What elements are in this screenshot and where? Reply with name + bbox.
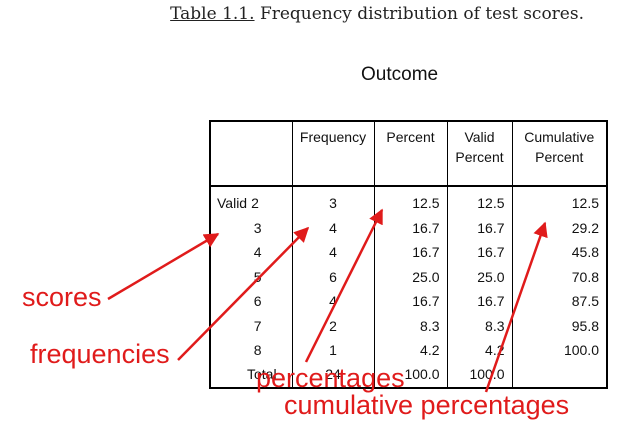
row-cumulative-percent: 70.8: [511, 264, 607, 290]
row-valid-percent: 4.2: [446, 338, 512, 363]
header-corner: [210, 121, 292, 187]
row-score: Valid 2: [217, 195, 259, 211]
row-score: 3: [253, 219, 262, 236]
table-row: Valid 2 3 12.5 12.5 12.5: [210, 186, 607, 216]
frequency-table: Frequency Percent Valid Percent Cumulativ…: [209, 120, 608, 389]
row-valid-percent: 16.7: [446, 289, 512, 314]
scores-arrow: [107, 232, 220, 301]
row-percent: 8.3: [373, 313, 447, 338]
row-frequency: 4: [291, 215, 374, 241]
row-cumulative-percent: 95.8: [511, 313, 607, 338]
row-cumulative-percent: 87.5: [511, 289, 607, 314]
header-valid-percent: Valid Percent: [446, 121, 512, 187]
row-cumulative-percent: 12.5: [511, 186, 607, 216]
total-valid-percent: 100.0: [446, 362, 512, 388]
table-row: 5 6 25.0 25.0 70.8: [210, 264, 607, 290]
row-frequency: 2: [291, 313, 374, 338]
table-row: 6 4 16.7 16.7 87.5: [210, 289, 607, 314]
row-cumulative-percent: 100.0: [511, 338, 607, 363]
table-caption: Table 1.1. Frequency distribution of tes…: [0, 4, 626, 24]
row-score: 7: [253, 317, 262, 334]
row-valid-percent: 12.5: [446, 186, 512, 216]
row-valid-percent: 8.3: [446, 313, 512, 338]
row-cumulative-percent: 45.8: [511, 240, 607, 265]
row-frequency: 3: [291, 186, 374, 216]
row-score: 4: [253, 244, 262, 261]
total-percent: 100.0: [373, 362, 447, 388]
scores-annotation: scores: [22, 282, 102, 312]
row-frequency: 4: [291, 289, 374, 314]
header-frequency: Frequency: [291, 121, 374, 187]
frequencies-annotation: frequencies: [30, 339, 170, 369]
row-valid-percent: 16.7: [446, 240, 512, 265]
percentages-annotation: percentages: [256, 363, 405, 393]
row-cumulative-percent: 29.2: [511, 215, 607, 241]
table-row: 3 4 16.7 16.7 29.2: [210, 215, 607, 241]
cumulative-annotation: cumulative percentages: [284, 390, 570, 420]
row-percent: 12.5: [373, 186, 447, 216]
header-percent: Percent: [373, 121, 447, 187]
caption-text: Frequency distribution of test scores.: [259, 4, 584, 24]
row-valid-percent: 16.7: [446, 215, 512, 241]
table-row: 8 1 4.2 4.2 100.0: [210, 338, 607, 363]
total-cumulative-empty: [511, 362, 607, 388]
row-percent: 16.7: [373, 240, 447, 265]
table-title: Outcome: [361, 64, 439, 85]
table-row: 4 4 16.7 16.7 45.8: [210, 240, 607, 265]
row-percent: 4.2: [373, 338, 447, 363]
caption-label: Table 1.1.: [170, 4, 255, 24]
header-row: Frequency Percent Valid Percent Cumulativ…: [210, 121, 607, 187]
row-valid-percent: 25.0: [446, 264, 512, 290]
header-cumulative-percent: Cumulative Percent: [511, 121, 607, 187]
table-row: 7 2 8.3 8.3 95.8: [210, 313, 607, 338]
total-label: Total: [247, 366, 277, 383]
row-frequency: 1: [291, 338, 374, 363]
row-percent: 16.7: [373, 215, 447, 241]
row-frequency: 4: [291, 240, 374, 265]
row-score: 6: [253, 293, 262, 310]
row-score: 5: [253, 268, 262, 285]
row-percent: 16.7: [373, 289, 447, 314]
row-percent: 25.0: [373, 264, 447, 290]
row-frequency: 6: [291, 264, 374, 290]
row-score: 8: [253, 342, 262, 358]
total-frequency: 24: [291, 362, 374, 388]
